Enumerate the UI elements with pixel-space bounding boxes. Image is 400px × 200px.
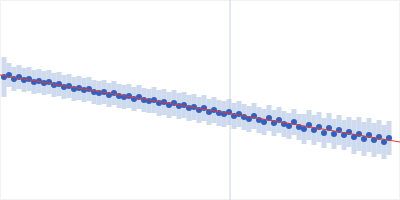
error-bar <box>327 113 332 143</box>
chart-svg <box>0 0 400 200</box>
error-bar <box>212 97 217 123</box>
error-bar <box>272 110 277 136</box>
error-bar <box>217 100 222 126</box>
data-point <box>111 90 117 96</box>
chart-container <box>0 0 400 200</box>
data-point <box>176 103 182 109</box>
error-bar <box>137 85 142 109</box>
error-bar <box>87 77 92 101</box>
error-bar <box>322 118 327 148</box>
error-bar <box>142 88 147 112</box>
error-bar <box>2 57 7 97</box>
error-bar <box>62 75 67 99</box>
error-bar <box>22 68 27 92</box>
error-bar <box>117 84 122 108</box>
data-point <box>56 81 62 87</box>
error-bar <box>17 65 22 89</box>
error-bar <box>32 70 37 94</box>
error-bar <box>187 95 192 121</box>
error-bar <box>342 120 347 150</box>
data-point <box>16 74 22 80</box>
error-bar <box>302 114 307 144</box>
plot-area <box>0 0 400 200</box>
data-point <box>141 97 147 103</box>
error-bar <box>242 104 247 130</box>
data-point <box>236 111 242 117</box>
data-point <box>171 100 177 106</box>
error-bar <box>207 99 212 125</box>
error-bar <box>12 67 17 91</box>
error-bar <box>317 112 322 142</box>
data-point <box>356 131 362 137</box>
data-point <box>21 77 27 83</box>
data-point <box>46 79 52 85</box>
error-bar <box>287 113 292 139</box>
error-bar <box>82 78 87 102</box>
error-bar <box>282 111 287 137</box>
data-point <box>86 86 92 92</box>
error-bar <box>157 90 162 116</box>
error-bar <box>372 123 377 157</box>
error-bar <box>52 73 57 97</box>
error-bar <box>267 105 272 131</box>
error-bar <box>7 63 12 87</box>
error-bar <box>262 109 267 135</box>
data-point <box>51 82 57 88</box>
error-bar <box>252 103 257 129</box>
error-bar <box>167 92 172 118</box>
error-bar <box>72 77 77 101</box>
error-bar <box>332 119 337 149</box>
error-bar <box>357 117 362 151</box>
error-bar <box>307 110 312 140</box>
error-bar <box>122 85 127 109</box>
error-bar <box>132 87 137 111</box>
data-point <box>81 87 87 93</box>
error-bar <box>352 120 357 154</box>
data-point <box>121 94 127 100</box>
fit-line <box>0 75 400 142</box>
error-bar <box>292 109 297 135</box>
error-bar <box>27 67 32 91</box>
error-bar <box>172 90 177 116</box>
error-bar <box>222 101 227 127</box>
error-bar <box>277 107 282 133</box>
error-bar <box>97 81 102 105</box>
error-bar <box>247 106 252 132</box>
plot-frame <box>1 1 400 200</box>
error-bar <box>297 114 302 140</box>
data-point <box>331 131 337 137</box>
error-bar <box>382 125 387 159</box>
data-point <box>201 105 207 111</box>
data-point <box>116 93 122 99</box>
error-bar <box>177 93 182 119</box>
error-bar <box>232 103 237 129</box>
error-bar <box>107 83 112 107</box>
data-point <box>361 136 367 142</box>
error-bar <box>47 70 52 94</box>
error-bar <box>57 72 62 96</box>
error-bar <box>227 99 232 125</box>
error-bar <box>147 89 152 113</box>
error-bar <box>347 117 352 147</box>
error-bar <box>257 107 262 133</box>
error-bar <box>387 121 392 155</box>
error-bar <box>337 115 342 145</box>
error-bar <box>377 120 382 154</box>
error-bar <box>237 101 242 127</box>
error-bar <box>92 80 97 104</box>
data-point <box>321 130 327 136</box>
error-bar <box>112 81 117 105</box>
error-bar <box>197 97 202 123</box>
error-bar <box>367 118 372 152</box>
data-point <box>301 126 307 132</box>
error-bar <box>362 122 367 156</box>
error-bar <box>202 95 207 121</box>
error-bar <box>312 115 317 145</box>
error-bar <box>182 92 187 118</box>
data-point <box>146 98 152 104</box>
